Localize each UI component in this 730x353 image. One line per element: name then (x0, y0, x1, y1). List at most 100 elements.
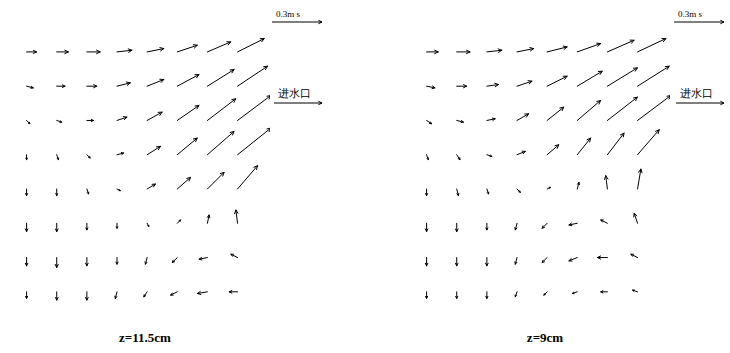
velocity-arrow (177, 177, 190, 189)
velocity-arrow (607, 40, 634, 52)
velocity-arrow (229, 291, 237, 294)
velocity-arrow (427, 50, 439, 53)
inlet-label: 进水口 (278, 87, 311, 100)
velocity-arrow (638, 66, 670, 86)
velocity-arrow (87, 119, 94, 121)
velocity-arrow (147, 146, 160, 154)
velocity-arrow (604, 176, 607, 189)
velocity-arrow (597, 256, 607, 259)
velocity-arrow (487, 83, 499, 86)
velocity-arrow (117, 82, 130, 86)
velocity-arrow (207, 99, 235, 121)
velocity-arrow (117, 49, 132, 52)
velocity-arrow (456, 292, 458, 299)
velocity-arrow (425, 223, 428, 231)
velocity-arrow (577, 182, 579, 189)
velocity-arrow (172, 258, 177, 263)
velocity-arrow (487, 118, 495, 121)
velocity-arrow (117, 189, 120, 191)
velocity-arrow (27, 50, 37, 53)
velocity-arrow (207, 215, 210, 223)
velocity-arrow (55, 258, 58, 268)
velocity-arrow (25, 258, 28, 266)
velocity-arrow (147, 79, 164, 86)
velocity-arrow (57, 155, 59, 160)
velocity-arrow (144, 292, 147, 297)
velocity-arrow (577, 138, 590, 155)
velocity-arrow (147, 48, 164, 52)
velocity-arrow (86, 258, 89, 266)
velocity-arrow (634, 213, 638, 223)
velocity-arrow (455, 258, 458, 266)
velocity-arrow (455, 223, 458, 231)
velocity-arrow (116, 258, 118, 265)
velocity-arrow (427, 86, 435, 89)
velocity-arrow (607, 68, 637, 86)
velocity-arrow (427, 120, 432, 123)
velocity-arrow (542, 258, 547, 263)
velocity-arrow (547, 187, 550, 189)
velocity-arrow (207, 172, 224, 189)
reference-arrow (272, 20, 322, 23)
velocity-arrow (25, 223, 28, 231)
velocity-arrow (177, 138, 197, 155)
velocity-arrow (542, 223, 547, 228)
velocity-arrow (177, 75, 199, 87)
velocity-arrow (569, 258, 577, 262)
velocity-arrow (577, 43, 600, 52)
velocity-arrow (55, 292, 58, 300)
velocity-arrow (238, 95, 270, 120)
velocity-arrow (487, 189, 489, 194)
velocity-arrow (26, 292, 28, 299)
velocity-arrow (426, 189, 428, 196)
velocity-arrow (177, 45, 197, 52)
reference-label: 0.3m s (678, 9, 703, 19)
velocity-arrow (515, 258, 517, 265)
velocity-arrow (638, 130, 660, 155)
velocity-arrow (487, 155, 492, 157)
velocity-arrow (515, 223, 517, 230)
velocity-arrow (457, 50, 470, 53)
velocity-arrow (457, 155, 460, 160)
plot-area (425, 39, 670, 299)
velocity-arrow (147, 112, 162, 120)
velocity-arrow (87, 85, 97, 88)
panel: 0.3m s 进水口 z=9cm (425, 9, 724, 345)
velocity-arrow (116, 223, 118, 228)
velocity-arrow (631, 254, 638, 257)
inlet-label: 进水口 (680, 87, 713, 100)
velocity-arrow (607, 133, 624, 155)
velocity-arrow (55, 223, 58, 231)
velocity-arrow (607, 97, 637, 120)
velocity-arrow (207, 42, 230, 52)
velocity-arrow (569, 223, 577, 226)
velocity-arrow (427, 155, 429, 160)
panel-title: z=11.5cm (119, 330, 171, 345)
velocity-arrow (547, 46, 567, 52)
panel: 0.3m s进水口z=11.5cm (25, 9, 322, 345)
velocity-arrow (638, 169, 642, 189)
velocity-arrow (27, 86, 34, 88)
velocity-arrow (238, 39, 265, 52)
velocity-arrow (425, 258, 428, 266)
velocity-arrow (486, 258, 489, 266)
velocity-arrow (547, 76, 567, 86)
velocity-arrow (26, 155, 28, 160)
velocity-arrow (517, 114, 529, 121)
velocity-arrow (638, 95, 670, 120)
velocity-arrow (633, 290, 638, 292)
panel-title: z=9cm (527, 330, 563, 345)
velocity-arrow (87, 189, 89, 194)
velocity-arrow (207, 70, 234, 87)
velocity-arrow (486, 292, 488, 299)
velocity-arrow (86, 223, 88, 230)
velocity-arrow (426, 292, 428, 299)
velocity-arrow (87, 155, 90, 158)
velocity-arrow (487, 49, 502, 52)
velocity-arrow (145, 258, 147, 265)
velocity-arrow (517, 81, 532, 87)
velocity-arrow (117, 117, 127, 121)
velocity-arrow (577, 71, 602, 86)
velocity-arrow (57, 85, 65, 88)
velocity-arrow (638, 39, 666, 52)
